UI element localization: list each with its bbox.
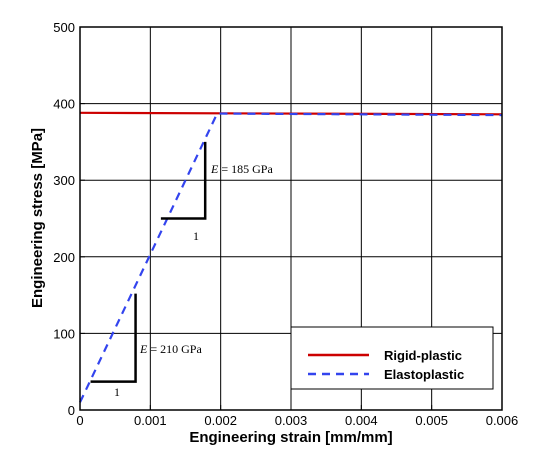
annotation-210-symbol: E	[139, 342, 148, 356]
x-tick-label: 0.003	[275, 413, 308, 428]
legend: Rigid-plastic Elastoplastic	[290, 326, 494, 390]
annotation-185-text: = 185 GPa	[218, 162, 273, 176]
slope-triangle-1	[90, 293, 137, 383]
series-lines	[79, 111, 503, 403]
series-line-elastoplastic	[79, 112, 503, 403]
annotation-210-text: = 210 GPa	[147, 342, 202, 356]
legend-box	[290, 326, 494, 390]
y-axis-label: Engineering stress [MPa]	[29, 128, 46, 308]
plot-frame	[79, 26, 503, 411]
x-tick-label: 0.005	[415, 413, 448, 428]
x-tick-label: 0	[76, 413, 83, 428]
x-tick-label: 0.006	[486, 413, 519, 428]
annotation-210: E = 210 GPa	[139, 342, 202, 356]
slope-triangles	[90, 141, 207, 383]
y-tick-labels: 0 100 200 300 400 500	[53, 20, 75, 418]
annotation-185-symbol: E	[210, 162, 219, 176]
x-tick-label: 0.002	[204, 413, 237, 428]
annotation-210-run: 1	[114, 385, 120, 399]
annotation-185: E = 185 GPa	[210, 162, 273, 176]
legend-label-elastoplastic: Elastoplastic	[384, 367, 464, 382]
y-tick-label: 0	[68, 403, 75, 418]
x-tick-labels: 0 0.001 0.002 0.003 0.004 0.005 0.006	[76, 413, 518, 428]
y-tick-label: 200	[53, 250, 75, 265]
x-axis-label: Engineering strain [mm/mm]	[189, 429, 392, 446]
legend-label-rigid-plastic: Rigid-plastic	[384, 348, 462, 363]
y-tick-label: 400	[53, 97, 75, 112]
y-tick-label: 500	[53, 20, 75, 35]
y-tick-label: 300	[53, 173, 75, 188]
x-tick-label: 0.001	[134, 413, 167, 428]
annotation-185-run: 1	[193, 229, 199, 243]
y-tick-label: 100	[53, 326, 75, 341]
x-tick-label: 0.004	[345, 413, 378, 428]
slope-triangle-0	[160, 141, 207, 220]
